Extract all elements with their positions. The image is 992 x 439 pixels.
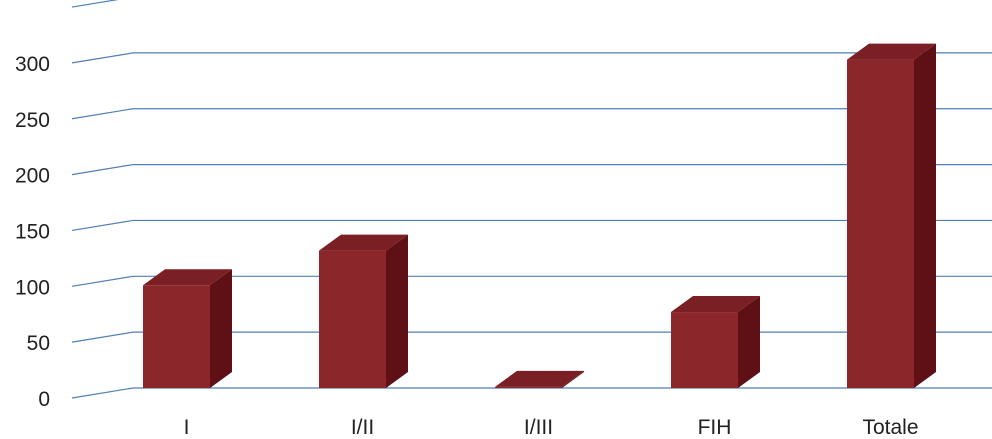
y-tick-label: 300 xyxy=(15,53,50,76)
y-tick-label: 250 xyxy=(15,109,50,132)
bar-top xyxy=(495,370,584,387)
gridline-diagonal xyxy=(71,0,119,8)
gridline-diagonal xyxy=(71,387,134,399)
x-tick-label: I/II xyxy=(351,416,374,439)
bar-I/II xyxy=(319,234,408,388)
bar-side xyxy=(210,269,232,388)
bar-front xyxy=(495,386,562,388)
bar-front xyxy=(671,312,738,388)
bar-FIH xyxy=(671,296,760,388)
x-tick-label: FIH xyxy=(698,416,732,439)
y-tick-label: 150 xyxy=(15,220,50,243)
bar-side xyxy=(738,296,760,388)
gridline-diagonal xyxy=(71,108,134,120)
bar-side xyxy=(562,370,584,388)
gridline-diagonal xyxy=(71,219,134,232)
gridline-diagonal xyxy=(71,331,134,343)
x-tick-label: I xyxy=(184,416,190,439)
bar-front xyxy=(319,250,386,388)
bar-Totale xyxy=(847,43,936,389)
gridline-diagonal xyxy=(71,164,134,176)
gridline-diagonal xyxy=(71,52,134,64)
bar-side xyxy=(914,43,936,389)
bar-top xyxy=(143,269,232,286)
y-tick-label: 200 xyxy=(15,165,50,188)
gridline-diagonal xyxy=(71,275,134,287)
y-tick-label: 50 xyxy=(27,332,50,355)
x-tick-label: I/III xyxy=(524,416,553,439)
y-axis-ticks: 0 50 100 150 200 250 300 xyxy=(15,53,50,411)
grid-layer xyxy=(71,0,992,399)
x-tick-label: Totale xyxy=(862,416,918,439)
bar-top xyxy=(847,43,936,60)
y-tick-label: 100 xyxy=(15,276,50,299)
x-axis-ticks: I I/II I/III FIH Totale xyxy=(184,416,919,439)
bar-I xyxy=(143,269,232,388)
bar-top xyxy=(319,234,408,251)
bar-front xyxy=(143,285,210,388)
bar-side xyxy=(386,234,408,388)
bars xyxy=(143,43,936,389)
bar-front xyxy=(847,59,914,389)
bar-I/III xyxy=(495,370,584,388)
y-tick-label: 0 xyxy=(38,388,50,411)
bar-top xyxy=(671,296,760,313)
